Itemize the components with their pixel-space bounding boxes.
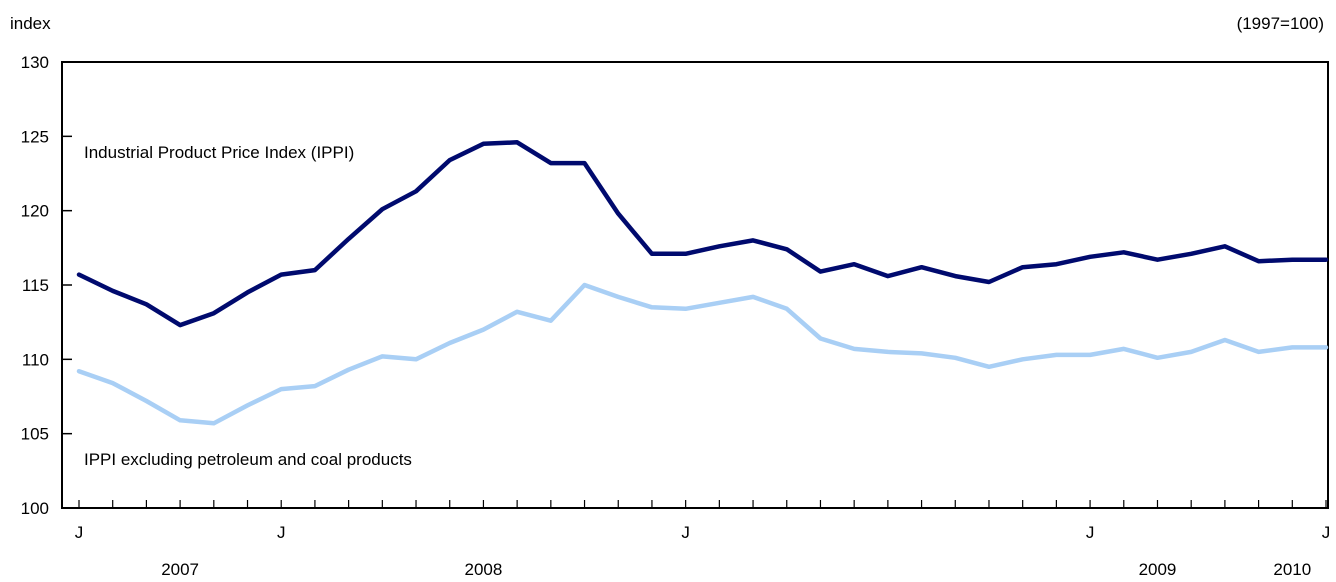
series-lines bbox=[76, 140, 1329, 426]
y-tick-labels: 100 105 110 115 120 125 130 bbox=[21, 53, 72, 518]
y-tick-label: 120 bbox=[21, 202, 49, 221]
series-line-ippi-excl bbox=[76, 282, 1329, 426]
x-month-label: J bbox=[1322, 523, 1331, 542]
x-month-label: J bbox=[75, 523, 84, 542]
x-year-label: 2008 bbox=[465, 560, 503, 579]
x-month-label: J bbox=[681, 523, 690, 542]
series-line-ippi bbox=[76, 140, 1329, 328]
y-tick-label: 125 bbox=[21, 127, 49, 146]
x-year-label: 2007 bbox=[161, 560, 199, 579]
x-year-label: 2010 bbox=[1273, 560, 1311, 579]
y-tick-label: 110 bbox=[22, 350, 49, 369]
plot-frame bbox=[61, 61, 1329, 509]
y-tick-label: 100 bbox=[21, 499, 49, 518]
x-month-label: J bbox=[1086, 523, 1095, 542]
x-year-label: 2009 bbox=[1139, 560, 1177, 579]
plot-area bbox=[61, 61, 1329, 509]
y-tick-label: 130 bbox=[21, 53, 49, 72]
unit-note: (1997=100) bbox=[1237, 14, 1324, 33]
y-axis-label: index bbox=[10, 14, 51, 33]
x-tick-labels: J J J J J 2007 2008 2009 2010 bbox=[75, 500, 1331, 579]
y-tick-label: 115 bbox=[22, 276, 49, 295]
x-month-label: J bbox=[277, 523, 286, 542]
series-label-ippi: Industrial Product Price Index (IPPI) bbox=[84, 143, 354, 162]
series-label-ippi-excl: IPPI excluding petroleum and coal produc… bbox=[84, 450, 412, 469]
y-tick-label: 105 bbox=[21, 425, 49, 444]
